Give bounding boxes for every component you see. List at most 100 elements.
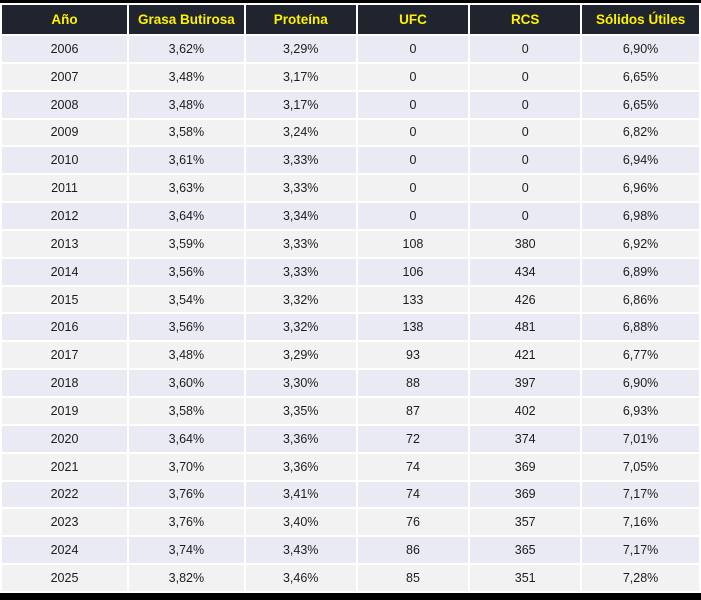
table-cell: 74 <box>357 481 469 508</box>
table-cell: 3,64% <box>129 203 244 229</box>
table-cell: 3,58% <box>129 119 244 146</box>
table-cell: 7,17% <box>582 481 699 508</box>
table-cell: 85 <box>357 565 469 591</box>
column-header-ufc: UFC <box>357 5 469 34</box>
table-cell: 0 <box>470 63 581 90</box>
table-cell: 0 <box>357 119 469 146</box>
table-cell: 3,24% <box>245 119 356 146</box>
table-row: 2011 3,63% 3,33% 0 0 6,96% <box>2 175 699 202</box>
table-cell: 369 <box>470 481 581 508</box>
table-bottom-border <box>0 593 701 600</box>
table-cell: 0 <box>470 203 581 229</box>
table-body: 2006 3,62% 3,29% 0 0 6,90% 2007 3,48% 3,17% 0 0 6,6… <box>2 36 699 591</box>
table-cell: 0 <box>357 175 469 202</box>
table-cell: 133 <box>357 286 469 313</box>
table-row: 2021 3,70% 3,36% 74 369 7,05% <box>2 453 699 480</box>
table-cell: 3,30% <box>245 370 356 396</box>
table-header: Año Grasa Butirosa Proteína UFC RCS Sóli… <box>2 5 699 34</box>
table-cell: 3,34% <box>245 203 356 229</box>
column-header-grasa-butirosa: Grasa Butirosa <box>129 5 244 34</box>
table-cell: 0 <box>357 63 469 90</box>
table-cell: 3,70% <box>129 453 244 480</box>
table-cell: 351 <box>470 565 581 591</box>
table-cell: 380 <box>470 230 581 257</box>
table-cell: 374 <box>470 425 581 452</box>
table-cell: 3,17% <box>245 91 356 118</box>
table-cell: 0 <box>357 36 469 62</box>
column-header-ano: Año <box>2 5 128 34</box>
table-cell: 6,77% <box>582 342 699 369</box>
table-cell: 86 <box>357 537 469 564</box>
table-cell: 3,17% <box>245 63 356 90</box>
table-cell: 2009 <box>2 119 128 146</box>
table-cell: 2023 <box>2 509 128 536</box>
table-cell: 3,33% <box>245 175 356 202</box>
table-cell: 6,98% <box>582 203 699 229</box>
table-cell: 6,90% <box>582 36 699 62</box>
table-cell: 6,94% <box>582 147 699 174</box>
table-cell: 0 <box>470 147 581 174</box>
table-cell: 3,43% <box>245 537 356 564</box>
table-cell: 2011 <box>2 175 128 202</box>
table-cell: 3,46% <box>245 565 356 591</box>
column-header-proteina: Proteína <box>245 5 356 34</box>
table-row: 2024 3,74% 3,43% 86 365 7,17% <box>2 537 699 564</box>
table-cell: 3,58% <box>129 397 244 424</box>
table-cell: 138 <box>357 314 469 341</box>
table-cell: 6,86% <box>582 286 699 313</box>
table-cell: 3,33% <box>245 147 356 174</box>
table-cell: 3,33% <box>245 258 356 285</box>
table-cell: 6,65% <box>582 63 699 90</box>
table-cell: 3,76% <box>129 481 244 508</box>
table-row: 2009 3,58% 3,24% 0 0 6,82% <box>2 119 699 146</box>
table-cell: 3,29% <box>245 36 356 62</box>
table-cell: 72 <box>357 425 469 452</box>
header-row: Año Grasa Butirosa Proteína UFC RCS Sóli… <box>2 5 699 34</box>
table-cell: 0 <box>470 119 581 146</box>
table-cell: 3,29% <box>245 342 356 369</box>
table-cell: 2021 <box>2 453 128 480</box>
table-row: 2022 3,76% 3,41% 74 369 7,17% <box>2 481 699 508</box>
table-cell: 0 <box>357 91 469 118</box>
annual-milk-quality-table: Año Grasa Butirosa Proteína UFC RCS Sóli… <box>0 3 701 593</box>
table-cell: 6,96% <box>582 175 699 202</box>
table-cell: 2017 <box>2 342 128 369</box>
table-cell: 2024 <box>2 537 128 564</box>
column-header-solidos-utiles: Sólidos Útiles <box>582 5 699 34</box>
table-cell: 3,48% <box>129 63 244 90</box>
table-cell: 76 <box>357 509 469 536</box>
table-cell: 3,36% <box>245 425 356 452</box>
table-cell: 3,48% <box>129 342 244 369</box>
table-cell: 426 <box>470 286 581 313</box>
table-cell: 3,54% <box>129 286 244 313</box>
table-cell: 357 <box>470 509 581 536</box>
table-row: 2020 3,64% 3,36% 72 374 7,01% <box>2 425 699 452</box>
table-cell: 3,33% <box>245 230 356 257</box>
table-cell: 3,64% <box>129 425 244 452</box>
table-cell: 2010 <box>2 147 128 174</box>
table-cell: 3,32% <box>245 286 356 313</box>
table-cell: 0 <box>470 175 581 202</box>
table-cell: 7,16% <box>582 509 699 536</box>
table-row: 2010 3,61% 3,33% 0 0 6,94% <box>2 147 699 174</box>
table-cell: 6,93% <box>582 397 699 424</box>
table-row: 2015 3,54% 3,32% 133 426 6,86% <box>2 286 699 313</box>
table-cell: 74 <box>357 453 469 480</box>
table-cell: 88 <box>357 370 469 396</box>
table-cell: 3,41% <box>245 481 356 508</box>
table-cell: 421 <box>470 342 581 369</box>
table-row: 2008 3,48% 3,17% 0 0 6,65% <box>2 91 699 118</box>
table-cell: 2006 <box>2 36 128 62</box>
table-cell: 6,90% <box>582 370 699 396</box>
table-cell: 3,60% <box>129 370 244 396</box>
table-cell: 3,62% <box>129 36 244 62</box>
table-row: 2016 3,56% 3,32% 138 481 6,88% <box>2 314 699 341</box>
table-cell: 0 <box>357 203 469 229</box>
table-cell: 2012 <box>2 203 128 229</box>
table-cell: 108 <box>357 230 469 257</box>
table-cell: 2008 <box>2 91 128 118</box>
table-cell: 434 <box>470 258 581 285</box>
table-row: 2007 3,48% 3,17% 0 0 6,65% <box>2 63 699 90</box>
table-cell: 369 <box>470 453 581 480</box>
